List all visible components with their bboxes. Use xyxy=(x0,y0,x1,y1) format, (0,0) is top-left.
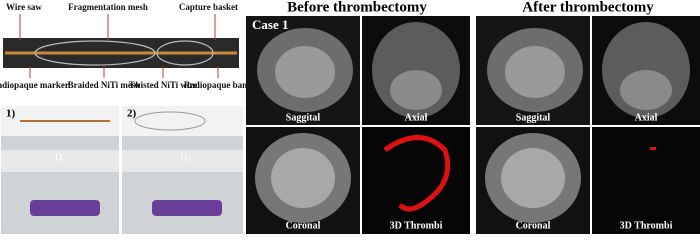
view-label: Saggital xyxy=(516,112,551,123)
photo-panel: 1) D₁ xyxy=(1,106,119,234)
device-labels: Wire saw Fragmentation mesh Capture bask… xyxy=(0,2,252,90)
section-title: After thrombectomy xyxy=(522,0,654,15)
figure: Wire saw Fragmentation mesh Capture bask… xyxy=(0,0,700,234)
label: Radiopaque marker xyxy=(0,80,69,90)
basket xyxy=(156,40,214,66)
view-label: Coronal xyxy=(516,220,551,231)
label: Capture basket xyxy=(179,2,238,12)
photo-panel: 2) D₂ xyxy=(122,106,243,234)
label: Braided NiTi mesh xyxy=(68,80,141,90)
view-label: Saggital xyxy=(286,112,321,123)
mri-grid: Saggital Axial Coronal 3D Thrombi xyxy=(476,16,700,234)
pointer-arrows xyxy=(19,14,219,78)
view-label: Axial xyxy=(405,112,428,123)
label: Fragmentation mesh xyxy=(68,2,148,12)
dimension-label: D₁ xyxy=(55,152,66,163)
mri-grid: Case 1 Saggital Axial Coronal 3D Thrombi xyxy=(246,16,470,234)
label: Twisted NiTi wire xyxy=(129,80,198,90)
view-label: 3D Thrombi xyxy=(390,220,443,231)
dimension-label: D₂ xyxy=(180,152,191,163)
label: Radiopaque band xyxy=(184,80,252,90)
view-label: 3D Thrombi xyxy=(620,220,673,231)
panel-label: 1) xyxy=(6,108,16,120)
label: Wire saw xyxy=(6,2,42,12)
case-label: Case 1 xyxy=(252,17,288,32)
mesh xyxy=(34,40,156,66)
section-title: Before thrombectomy xyxy=(287,0,427,15)
panel-label: 2) xyxy=(127,108,137,120)
view-label: Axial xyxy=(635,112,658,123)
view-label: Coronal xyxy=(286,220,321,231)
